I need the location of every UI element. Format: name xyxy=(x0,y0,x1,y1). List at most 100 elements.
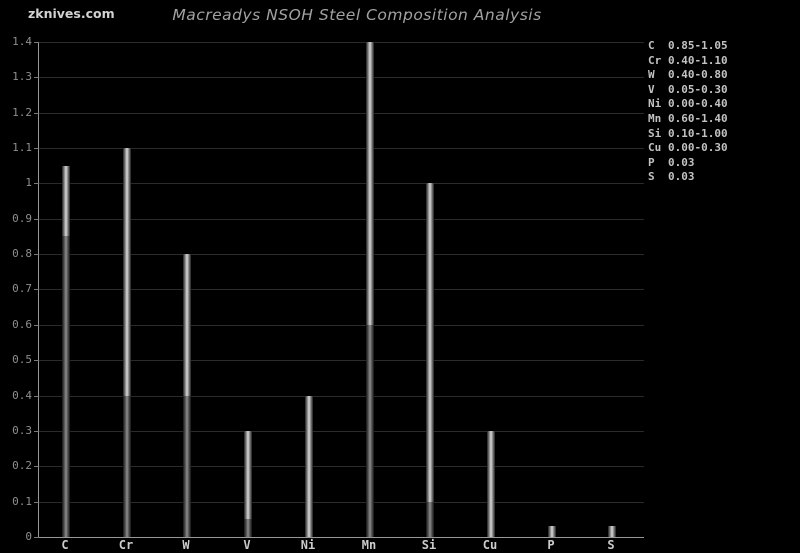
legend-row: Cr 0.40-1.10 xyxy=(648,54,728,67)
x-axis-label: V xyxy=(243,538,251,552)
gridline xyxy=(39,466,644,467)
gridline xyxy=(39,113,644,114)
legend-row: W 0.40-0.80 xyxy=(648,68,728,81)
legend-row: S 0.03 xyxy=(648,170,695,183)
x-axis-label: Mn xyxy=(361,538,377,552)
legend-element-symbol: C xyxy=(648,39,655,52)
y-axis-label: 0.3 xyxy=(12,424,32,437)
bar-range-segment xyxy=(487,431,495,537)
x-axis-label: W xyxy=(182,538,190,552)
y-axis-tick xyxy=(34,219,39,220)
legend-row: Mn 0.60-1.40 xyxy=(648,112,728,125)
y-axis-label: 1.2 xyxy=(12,106,32,119)
bar-range-segment xyxy=(183,254,191,396)
legend-element-range: 0.05-0.30 xyxy=(668,83,728,96)
legend-element-symbol: S xyxy=(648,170,655,183)
x-axis-label: Cr xyxy=(118,538,134,552)
legend-element-symbol: Cr xyxy=(648,54,662,67)
gridline xyxy=(39,431,644,432)
gridline xyxy=(39,77,644,78)
legend-element-range: 0.03 xyxy=(668,156,695,169)
y-axis-label: 0.2 xyxy=(12,459,32,472)
bar-range-segment xyxy=(366,42,374,325)
bar-base-segment xyxy=(426,502,434,537)
y-axis-tick xyxy=(34,396,39,397)
legend-row: V 0.05-0.30 xyxy=(648,83,728,96)
bar-range-segment xyxy=(426,183,434,502)
y-axis-tick xyxy=(34,466,39,467)
legend-element-symbol: V xyxy=(648,83,655,96)
y-axis-labels: 1.4 1.3 1.2 1.1 1 0.9 0.8 0.7 0.6 0.5 0.4 0.3 0.2 0.1… xyxy=(0,36,32,543)
y-axis-label: 0.6 xyxy=(12,318,32,331)
x-axis-label: C xyxy=(61,538,69,552)
y-axis-label: 1.3 xyxy=(12,70,32,83)
x-axis-label: Cu xyxy=(482,538,498,552)
bar-base-segment xyxy=(183,396,191,537)
y-axis-label: 0.8 xyxy=(12,247,32,260)
y-axis-label: 0.7 xyxy=(12,282,32,295)
y-axis-tick xyxy=(34,42,39,43)
y-axis-label: 0.1 xyxy=(12,495,32,508)
legend-element-range: 0.85-1.05 xyxy=(668,39,728,52)
gridline xyxy=(39,396,644,397)
bar-range-segment xyxy=(244,431,252,519)
legend-element-symbol: Ni xyxy=(648,97,662,110)
legend-element-range: 0.00-0.30 xyxy=(668,141,728,154)
legend-element-range: 0.60-1.40 xyxy=(668,112,728,125)
y-axis-tick xyxy=(34,502,39,503)
y-axis-label: 1.4 xyxy=(12,35,32,48)
x-axis-label: Ni xyxy=(300,538,316,552)
bar-base-segment xyxy=(366,325,374,537)
legend-row: Cu 0.00-0.30 xyxy=(648,141,728,154)
gridline xyxy=(39,42,644,43)
y-axis-tick xyxy=(34,325,39,326)
y-axis-tick xyxy=(34,254,39,255)
y-axis-tick xyxy=(34,148,39,149)
legend-row: C 0.85-1.05 xyxy=(648,39,728,52)
y-axis-tick xyxy=(34,77,39,78)
y-axis-label: 0.5 xyxy=(12,353,32,366)
y-axis-tick xyxy=(34,113,39,114)
legend-element-range: 0.10-1.00 xyxy=(668,127,728,140)
gridline xyxy=(39,325,644,326)
y-axis-tick xyxy=(34,360,39,361)
legend-element-range: 0.03 xyxy=(668,170,695,183)
gridline xyxy=(39,219,644,220)
legend-row: Ni 0.00-0.40 xyxy=(648,97,728,110)
y-axis-label: 1 xyxy=(25,176,32,189)
bar-range-segment xyxy=(62,166,70,236)
legend-row: Si 0.10-1.00 xyxy=(648,127,728,140)
bar-base-segment xyxy=(123,396,131,537)
gridline xyxy=(39,183,644,184)
y-axis-label: 0.9 xyxy=(12,212,32,225)
plot-area xyxy=(34,42,644,538)
bar-range-segment xyxy=(548,526,556,537)
legend-element-range: 0.40-1.10 xyxy=(668,54,728,67)
y-axis-tick xyxy=(34,537,39,538)
y-axis-label: 0.4 xyxy=(12,389,32,402)
legend-row: P 0.03 xyxy=(648,156,695,169)
bar-range-segment xyxy=(608,526,616,537)
gridline xyxy=(39,148,644,149)
y-axis-tick xyxy=(34,183,39,184)
gridline xyxy=(39,289,644,290)
legend-element-symbol: W xyxy=(648,68,655,81)
legend-element-range: 0.00-0.40 xyxy=(668,97,728,110)
gridline xyxy=(39,360,644,361)
x-axis-label: S xyxy=(607,538,615,552)
y-axis-tick xyxy=(34,289,39,290)
y-axis-label: 0 xyxy=(25,530,32,543)
x-axis-label: Si xyxy=(421,538,437,552)
legend-element-range: 0.40-0.80 xyxy=(668,68,728,81)
y-axis-tick xyxy=(34,431,39,432)
bar-range-segment xyxy=(305,396,313,537)
gridline xyxy=(39,254,644,255)
site-label: zknives.com xyxy=(28,6,115,21)
x-axis-label: P xyxy=(547,538,555,552)
chart-title: Macreadys NSOH Steel Composition Analysi… xyxy=(172,6,542,24)
gridline xyxy=(39,502,644,503)
legend-element-symbol: Si xyxy=(648,127,662,140)
bar-base-segment xyxy=(62,236,70,537)
y-axis-label: 1.1 xyxy=(12,141,32,154)
legend-element-symbol: P xyxy=(648,156,655,169)
